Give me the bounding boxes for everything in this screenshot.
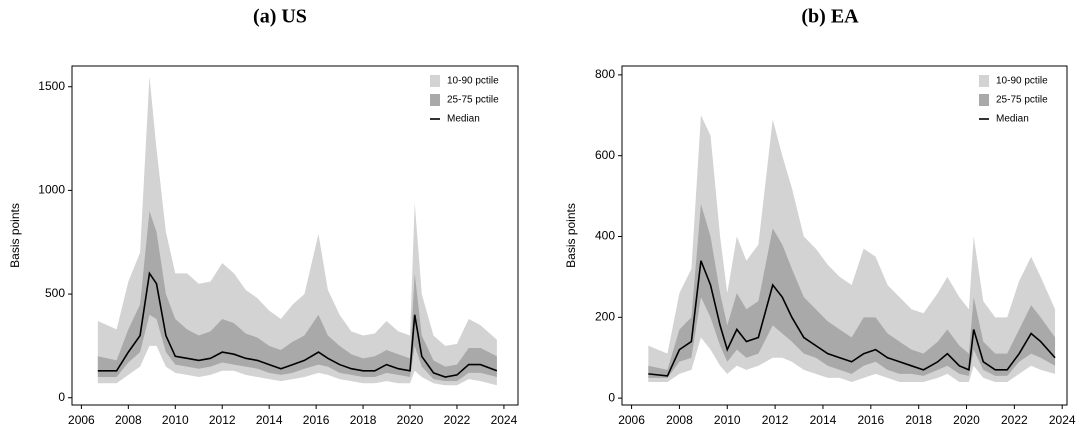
x-tick-label: 2006 bbox=[618, 413, 645, 427]
x-tick-label: 2008 bbox=[115, 413, 142, 427]
panel: (b) EA Basis points 0 200 400 600 800 2006 2008 2… bbox=[564, 6, 1076, 428]
legend-swatch bbox=[430, 94, 440, 106]
percentile-band bbox=[97, 211, 497, 382]
x-tick-label: 2014 bbox=[256, 413, 283, 427]
legend-label: 25-75 pctile bbox=[447, 95, 499, 106]
x-tick-label: 2008 bbox=[666, 413, 693, 427]
x-tick-label: 2006 bbox=[68, 413, 95, 427]
x-tick-label: 2010 bbox=[162, 413, 189, 427]
x-tick-label: 2018 bbox=[350, 413, 377, 427]
x-tick-label: 2010 bbox=[714, 413, 741, 427]
y-tick-label: 0 bbox=[58, 390, 65, 404]
median-line bbox=[97, 271, 498, 378]
x-tick-label: 2022 bbox=[1001, 413, 1028, 427]
x-tick-label: 2022 bbox=[444, 413, 471, 427]
x-tick-label: 2024 bbox=[491, 413, 518, 427]
panel: (a) US Basis points 0 500 1000 1500 2006 2008 20… bbox=[8, 6, 519, 427]
x-tick-label: 2016 bbox=[857, 413, 884, 427]
median-line bbox=[648, 260, 1056, 377]
y-axis-label: Basis points bbox=[8, 203, 22, 268]
legend-swatch bbox=[430, 75, 440, 87]
legend-label: 10-90 pctile bbox=[996, 76, 1048, 87]
y-tick-label: 800 bbox=[595, 67, 615, 81]
x-tick-label: 2020 bbox=[953, 413, 980, 427]
y-tick-label: 1000 bbox=[38, 183, 65, 197]
x-tick-label: 2014 bbox=[810, 413, 837, 427]
y-tick-label: 200 bbox=[595, 309, 615, 323]
y-tick-label: 600 bbox=[595, 148, 615, 162]
y-tick-label: 400 bbox=[595, 229, 615, 243]
x-tick-label: 2018 bbox=[905, 413, 932, 427]
panel-title: (a) US bbox=[253, 6, 307, 28]
y-tick-label: 500 bbox=[45, 286, 65, 300]
x-tick-label: 2012 bbox=[209, 413, 236, 427]
plot-frame bbox=[71, 65, 519, 406]
legend-swatch bbox=[979, 94, 989, 106]
x-tick-label: 2012 bbox=[762, 413, 789, 427]
percentile-band bbox=[648, 204, 1056, 378]
legend-swatch bbox=[979, 75, 989, 87]
percentile-band bbox=[97, 76, 497, 386]
y-tick-label: 1500 bbox=[38, 79, 65, 93]
x-tick-label: 2024 bbox=[1049, 413, 1076, 427]
y-axis-label: Basis points bbox=[564, 203, 578, 268]
x-tick-label: 2016 bbox=[303, 413, 330, 427]
x-tick-label: 2020 bbox=[397, 413, 424, 427]
legend-label: Median bbox=[447, 114, 480, 125]
y-tick-label: 0 bbox=[608, 390, 615, 404]
panel-title: (b) EA bbox=[801, 6, 859, 28]
legend-label: Median bbox=[996, 114, 1029, 125]
legend-label: 10-90 pctile bbox=[447, 76, 499, 87]
plot-frame bbox=[621, 65, 1068, 406]
legend-label: 25-75 pctile bbox=[996, 95, 1048, 106]
